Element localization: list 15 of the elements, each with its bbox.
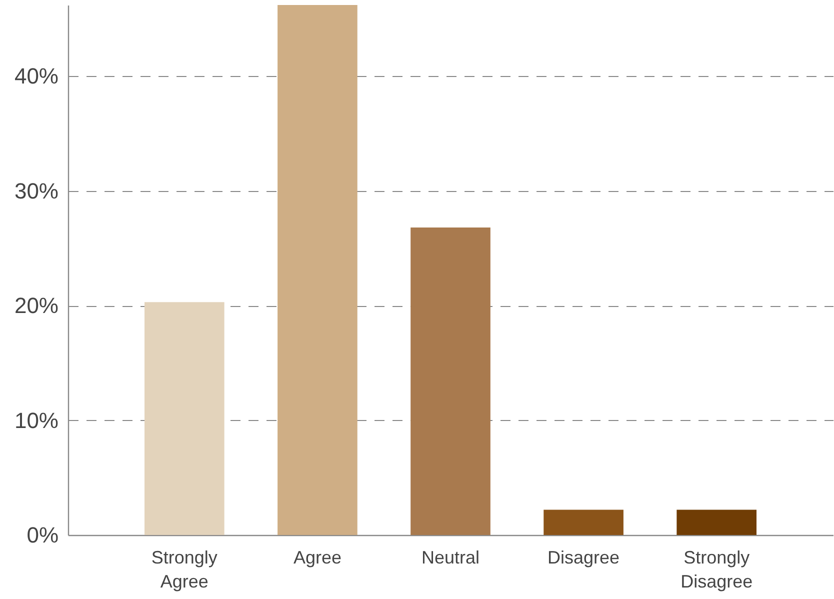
x-tick-label: Neutral (421, 548, 480, 568)
y-tick-label: 10% (14, 408, 58, 433)
bar (544, 510, 624, 535)
y-tick-label: 0% (26, 522, 58, 548)
x-tick-label: Strongly Agree (151, 548, 218, 592)
x-tick-label: Disagree (548, 548, 620, 568)
x-tick-label: Strongly Disagree (680, 548, 753, 592)
y-tick-label: 40% (14, 64, 58, 89)
bar (278, 5, 358, 535)
bar (410, 228, 490, 535)
y-tick-label: 30% (14, 178, 58, 204)
bar (676, 510, 756, 535)
y-tick-label: 20% (14, 293, 58, 318)
x-tick-label: Agree (293, 548, 342, 568)
bar (144, 302, 224, 535)
